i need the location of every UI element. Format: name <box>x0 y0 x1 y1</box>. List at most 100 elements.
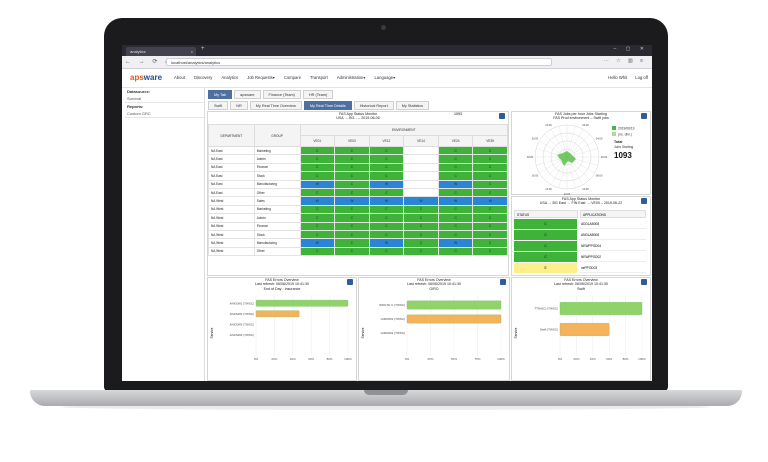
status-cell[interactable]: C <box>368 162 405 173</box>
panel-export-icon[interactable] <box>641 113 647 119</box>
nav-buttons[interactable]: ← → ⟳ ⌂ <box>125 59 172 65</box>
status-cell[interactable]: C <box>368 145 405 156</box>
menu-item[interactable]: About <box>174 75 185 80</box>
status-cell[interactable]: C <box>403 213 439 223</box>
address-input[interactable]: localhost/analytics/analytics <box>166 58 552 66</box>
status-cell[interactable]: C <box>437 187 474 198</box>
status-cell[interactable]: C <box>368 154 405 164</box>
status-cell[interactable]: C <box>403 229 439 240</box>
tab[interactable]: Historical Report <box>353 101 394 110</box>
status-cell[interactable]: W <box>368 196 405 206</box>
status-cell[interactable]: C <box>472 171 508 181</box>
status-cell[interactable]: C <box>368 171 405 181</box>
status-cell[interactable]: C <box>437 246 474 257</box>
status-cell[interactable]: C <box>472 154 508 164</box>
status-cell[interactable]: C <box>403 246 439 257</box>
status-cell[interactable]: C <box>472 162 508 173</box>
status-cell[interactable]: C <box>334 162 370 173</box>
menu-item[interactable]: Compare <box>283 75 302 80</box>
browser-toolbar-icons[interactable]: ⋯ ☆ ▥ ≡ <box>603 58 646 64</box>
status-cell[interactable]: C <box>368 213 405 223</box>
tab[interactable]: NR <box>230 101 248 110</box>
status-cell[interactable]: C <box>472 221 508 231</box>
close-tab-icon[interactable]: × <box>190 49 193 54</box>
status-cell[interactable]: W <box>437 179 474 189</box>
status-cell[interactable]: W <box>437 238 474 248</box>
tab[interactable]: My Tab <box>208 90 233 99</box>
logout-link[interactable]: Log off <box>635 75 648 80</box>
status-cell[interactable] <box>403 187 439 198</box>
status-cell[interactable]: C <box>299 154 336 164</box>
app-status-row[interactable]: C ADDLAB008 <box>514 219 646 229</box>
status-cell[interactable]: C <box>334 238 370 248</box>
error-bar[interactable] <box>255 299 349 307</box>
status-cell[interactable]: C <box>334 154 370 164</box>
status-cell[interactable]: W <box>299 179 336 189</box>
menu-item[interactable]: Analytics <box>221 75 239 80</box>
status-cell[interactable]: C <box>437 229 474 240</box>
status-cell[interactable]: C <box>299 229 336 240</box>
status-cell[interactable] <box>403 145 439 156</box>
status-cell[interactable]: C <box>437 145 474 156</box>
panel-export-icon[interactable] <box>641 198 647 204</box>
status-cell[interactable]: C <box>368 229 405 240</box>
app-status-row[interactable]: C NEWPPOD02 <box>514 252 646 262</box>
status-cell[interactable]: C <box>403 238 439 248</box>
error-bar[interactable] <box>559 323 610 336</box>
panel-export-icon[interactable] <box>499 113 505 119</box>
status-cell[interactable]: W <box>334 196 370 206</box>
status-cell[interactable]: C <box>437 204 474 215</box>
status-cell[interactable]: C <box>403 204 439 215</box>
status-cell[interactable]: C <box>299 187 336 198</box>
status-cell[interactable]: C <box>472 246 508 257</box>
status-cell[interactable]: C <box>472 213 508 223</box>
status-cell[interactable]: C <box>334 187 370 198</box>
status-cell[interactable]: C <box>437 154 474 164</box>
browser-tab[interactable]: analytics × <box>126 47 196 56</box>
app-status-row[interactable]: C NEWPPOD04 <box>514 241 646 251</box>
status-cell[interactable]: C <box>472 145 508 156</box>
panel-export-icon[interactable] <box>347 279 353 285</box>
status-cell[interactable]: C <box>334 145 370 156</box>
status-cell[interactable]: W <box>299 196 336 206</box>
status-cell[interactable]: C <box>299 162 336 173</box>
report-item[interactable]: Custom GRC <box>125 110 204 118</box>
status-cell[interactable]: C <box>334 204 370 215</box>
status-cell[interactable]: W <box>368 238 405 248</box>
status-cell[interactable]: C <box>299 221 336 231</box>
status-cell[interactable]: C <box>299 145 336 156</box>
status-cell[interactable]: C <box>334 229 370 240</box>
error-bar[interactable] <box>255 310 300 318</box>
menu-item[interactable]: Discovery <box>193 75 213 80</box>
status-cell[interactable]: C <box>299 213 336 223</box>
tab[interactable]: My Statistics <box>395 101 430 110</box>
tab[interactable]: Swift <box>208 101 229 110</box>
status-cell[interactable]: C <box>403 221 439 231</box>
status-cell[interactable]: C <box>437 162 474 173</box>
status-cell[interactable]: C <box>368 204 405 215</box>
status-cell[interactable]: W <box>299 238 336 248</box>
status-cell[interactable]: W <box>437 196 474 206</box>
status-cell[interactable]: C <box>368 221 405 231</box>
tab[interactable]: HR (Team) <box>302 90 334 99</box>
status-cell[interactable] <box>403 179 439 189</box>
status-cell[interactable]: C <box>299 246 336 257</box>
status-cell[interactable]: C <box>334 221 370 231</box>
new-tab-icon[interactable]: + <box>201 46 205 52</box>
error-bar[interactable] <box>406 314 502 324</box>
status-cell[interactable] <box>403 162 439 173</box>
status-cell[interactable]: C <box>334 246 370 257</box>
status-cell[interactable] <box>403 171 439 181</box>
menu-item[interactable]: Transport <box>310 75 328 80</box>
status-cell[interactable]: C <box>299 171 336 181</box>
status-cell[interactable] <box>403 154 439 164</box>
menu-item[interactable]: Job Requests▾ <box>247 75 275 80</box>
status-cell[interactable]: C <box>472 229 508 240</box>
datasource-select[interactable]: Survival <box>125 95 204 103</box>
menu-item[interactable]: Administration▾ <box>336 75 366 80</box>
panel-export-icon[interactable] <box>641 279 647 285</box>
status-cell[interactable]: C <box>437 213 474 223</box>
menu-item[interactable]: Language▾ <box>374 75 396 80</box>
status-cell[interactable]: C <box>334 179 370 189</box>
